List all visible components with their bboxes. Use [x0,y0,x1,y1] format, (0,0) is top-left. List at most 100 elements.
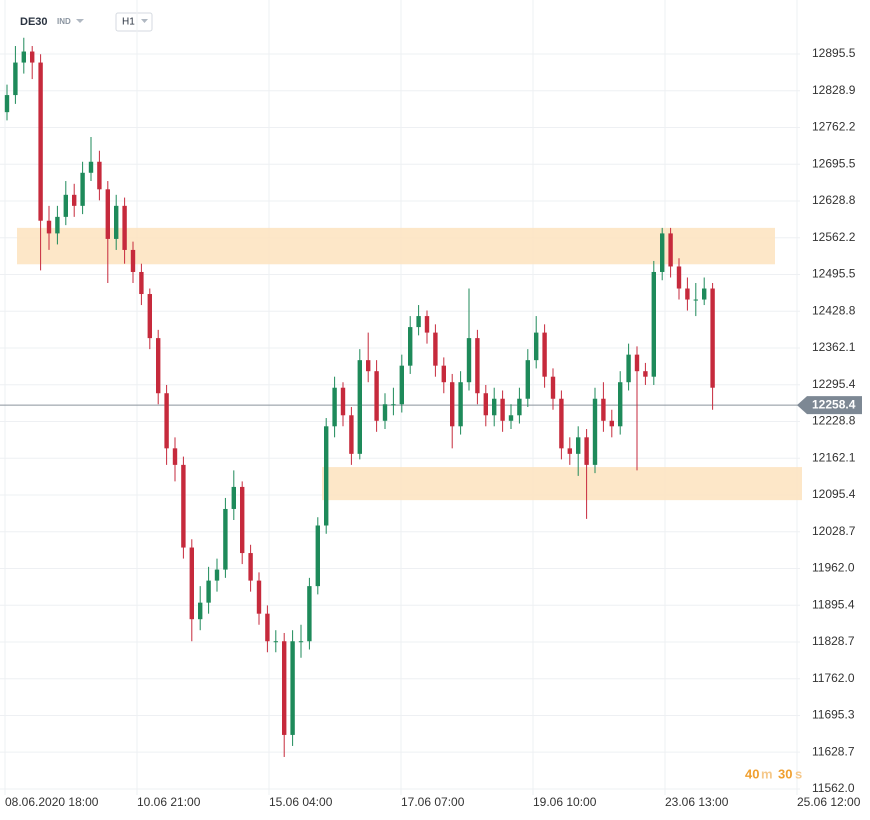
candle-body [139,271,144,295]
candle-body [366,360,371,372]
candle-body [357,360,362,454]
candle-body [374,371,379,421]
y-tick-label: 12895.5 [812,46,856,60]
candle-body [466,338,472,383]
candle-body [693,299,698,301]
candle-body [30,51,35,63]
candle-body [282,641,287,735]
candle-body [660,233,665,272]
candle-body [231,486,236,509]
candle-body [710,288,715,388]
candle-body [408,327,413,366]
candle-body [80,172,85,206]
y-tick-label: 12228.8 [812,414,856,428]
candle-body [307,586,312,642]
x-tick-label: 15.06 04:00 [269,795,333,809]
candle-body [88,161,94,173]
candle-body [534,332,539,361]
candle-body [298,641,304,643]
candle-body [500,398,505,421]
candle-body [164,393,169,449]
candle-body [441,365,446,383]
candle-body [643,371,648,377]
candle-body [349,415,354,454]
timeframe-box[interactable] [115,12,153,32]
candle-body [609,420,614,427]
price-badge [797,396,862,415]
symbol[interactable]: DE30 [20,16,48,28]
y-tick-label: 12695.5 [812,156,856,170]
candle-body [475,338,480,394]
x-tick-label: 23.06 13:00 [665,795,729,809]
candle-body [399,365,404,405]
candle-body [634,354,640,372]
candle-body [416,316,421,328]
candle-body [332,387,337,427]
candle-body [55,216,60,234]
candle-body [702,288,707,300]
candle-body [542,332,547,377]
candle-body [592,398,598,465]
candle-body [576,437,581,454]
candle-body [324,426,329,526]
candle-body [290,641,295,735]
y-tick-label: 11695.3 [812,708,855,722]
dropdown-arrow[interactable] [141,19,148,23]
candle-body [198,602,203,620]
candle-body [273,641,278,643]
candle-body [315,525,320,587]
candle-body [172,448,178,465]
current-price-label: 12258.4 [812,397,856,411]
candle-body [391,404,396,406]
candle-body [340,387,346,416]
candle-body [206,580,211,603]
y-tick-label: 11562.0 [812,781,855,795]
candle-body [97,161,102,190]
y-tick-label: 12562.2 [812,230,856,244]
dropdown-arrow[interactable] [76,19,84,23]
candle-body [492,398,497,416]
candle-body [584,437,589,465]
candle-body [223,508,228,570]
x-tick-label: 10.06 21:00 [137,795,201,809]
candle-body [525,360,530,399]
countdown-timer: 40 [745,766,759,781]
candle-body [601,398,606,421]
x-tick-label: 08.06.2020 18:00 [5,795,99,809]
candle-body [38,62,43,221]
x-tick-label: 17.06 07:00 [401,795,465,809]
x-tick-label: 19.06 10:00 [533,795,597,809]
candle-body [483,393,488,416]
candle-body [147,294,152,339]
candle-body [46,220,52,234]
candle-body [265,613,270,642]
candle-body [181,464,186,548]
candle-body [122,205,127,250]
candle-body [21,51,26,63]
candle-body [424,316,430,333]
candle-body [618,382,623,427]
candle-body [458,382,463,427]
candle-body [72,194,77,206]
y-tick-label: 11962.0 [812,561,855,575]
countdown-timer: m [761,766,773,781]
y-tick-label: 12028.7 [812,524,856,538]
candle-body [433,332,438,366]
candle-body [550,376,556,399]
candle-body [4,95,10,113]
candle-body [240,486,245,554]
background-layer [0,0,800,795]
timeframe[interactable]: H1 [122,17,135,28]
candle-body [626,354,631,383]
y-tick-label: 11828.7 [812,634,855,648]
candle-body [63,194,68,217]
candle-body [651,271,656,377]
y-tick-label: 11895.4 [812,597,855,611]
candle-body [559,398,564,449]
y-tick-label: 12628.8 [812,193,856,207]
y-tick-label: 12162.1 [812,450,856,464]
candle-body [156,338,161,394]
candle-body [214,569,220,581]
candle-body [676,266,682,289]
